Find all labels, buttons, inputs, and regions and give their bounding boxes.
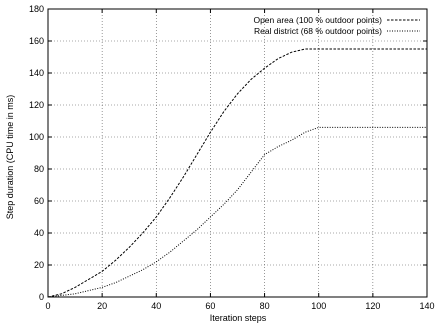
y-axis-title: Step duration (CPU time in ms) <box>5 95 15 220</box>
legend-label-open-area: Open area (100 % outdoor points) <box>253 15 382 25</box>
x-tick-label: 0 <box>45 301 50 311</box>
axes: 0 20 40 60 80 100 120 140 0 20 40 60 80 100 120 140 160 1… <box>29 4 435 311</box>
y-tick-label: 20 <box>34 260 44 270</box>
legend: Open area (100 % outdoor points) Real di… <box>253 15 420 36</box>
x-tick-label: 120 <box>365 301 380 311</box>
x-tick-label: 20 <box>97 301 107 311</box>
x-tick-label: 80 <box>260 301 270 311</box>
legend-label-real-district: Real district (68 % outdoor points) <box>254 26 382 36</box>
grid <box>48 9 427 297</box>
y-tick-label: 120 <box>29 100 44 110</box>
y-tick-label: 180 <box>29 4 44 14</box>
y-tick-label: 40 <box>34 228 44 238</box>
y-tick-label: 100 <box>29 132 44 142</box>
y-tick-label: 160 <box>29 36 44 46</box>
series-line-open-area <box>47 48 427 298</box>
x-axis-title: Iteration steps <box>210 313 267 323</box>
x-tick-label: 140 <box>419 301 434 311</box>
y-tick-label: 60 <box>34 196 44 206</box>
y-tick-label: 0 <box>39 292 44 302</box>
x-tick-label: 100 <box>311 301 326 311</box>
y-tick-label: 140 <box>29 68 44 78</box>
x-tick-label: 40 <box>151 301 161 311</box>
series-layer <box>47 48 427 298</box>
series-line-real-district <box>47 126 427 298</box>
y-tick-label: 80 <box>34 164 44 174</box>
x-tick-label: 60 <box>205 301 215 311</box>
plot-frame <box>47 8 428 298</box>
